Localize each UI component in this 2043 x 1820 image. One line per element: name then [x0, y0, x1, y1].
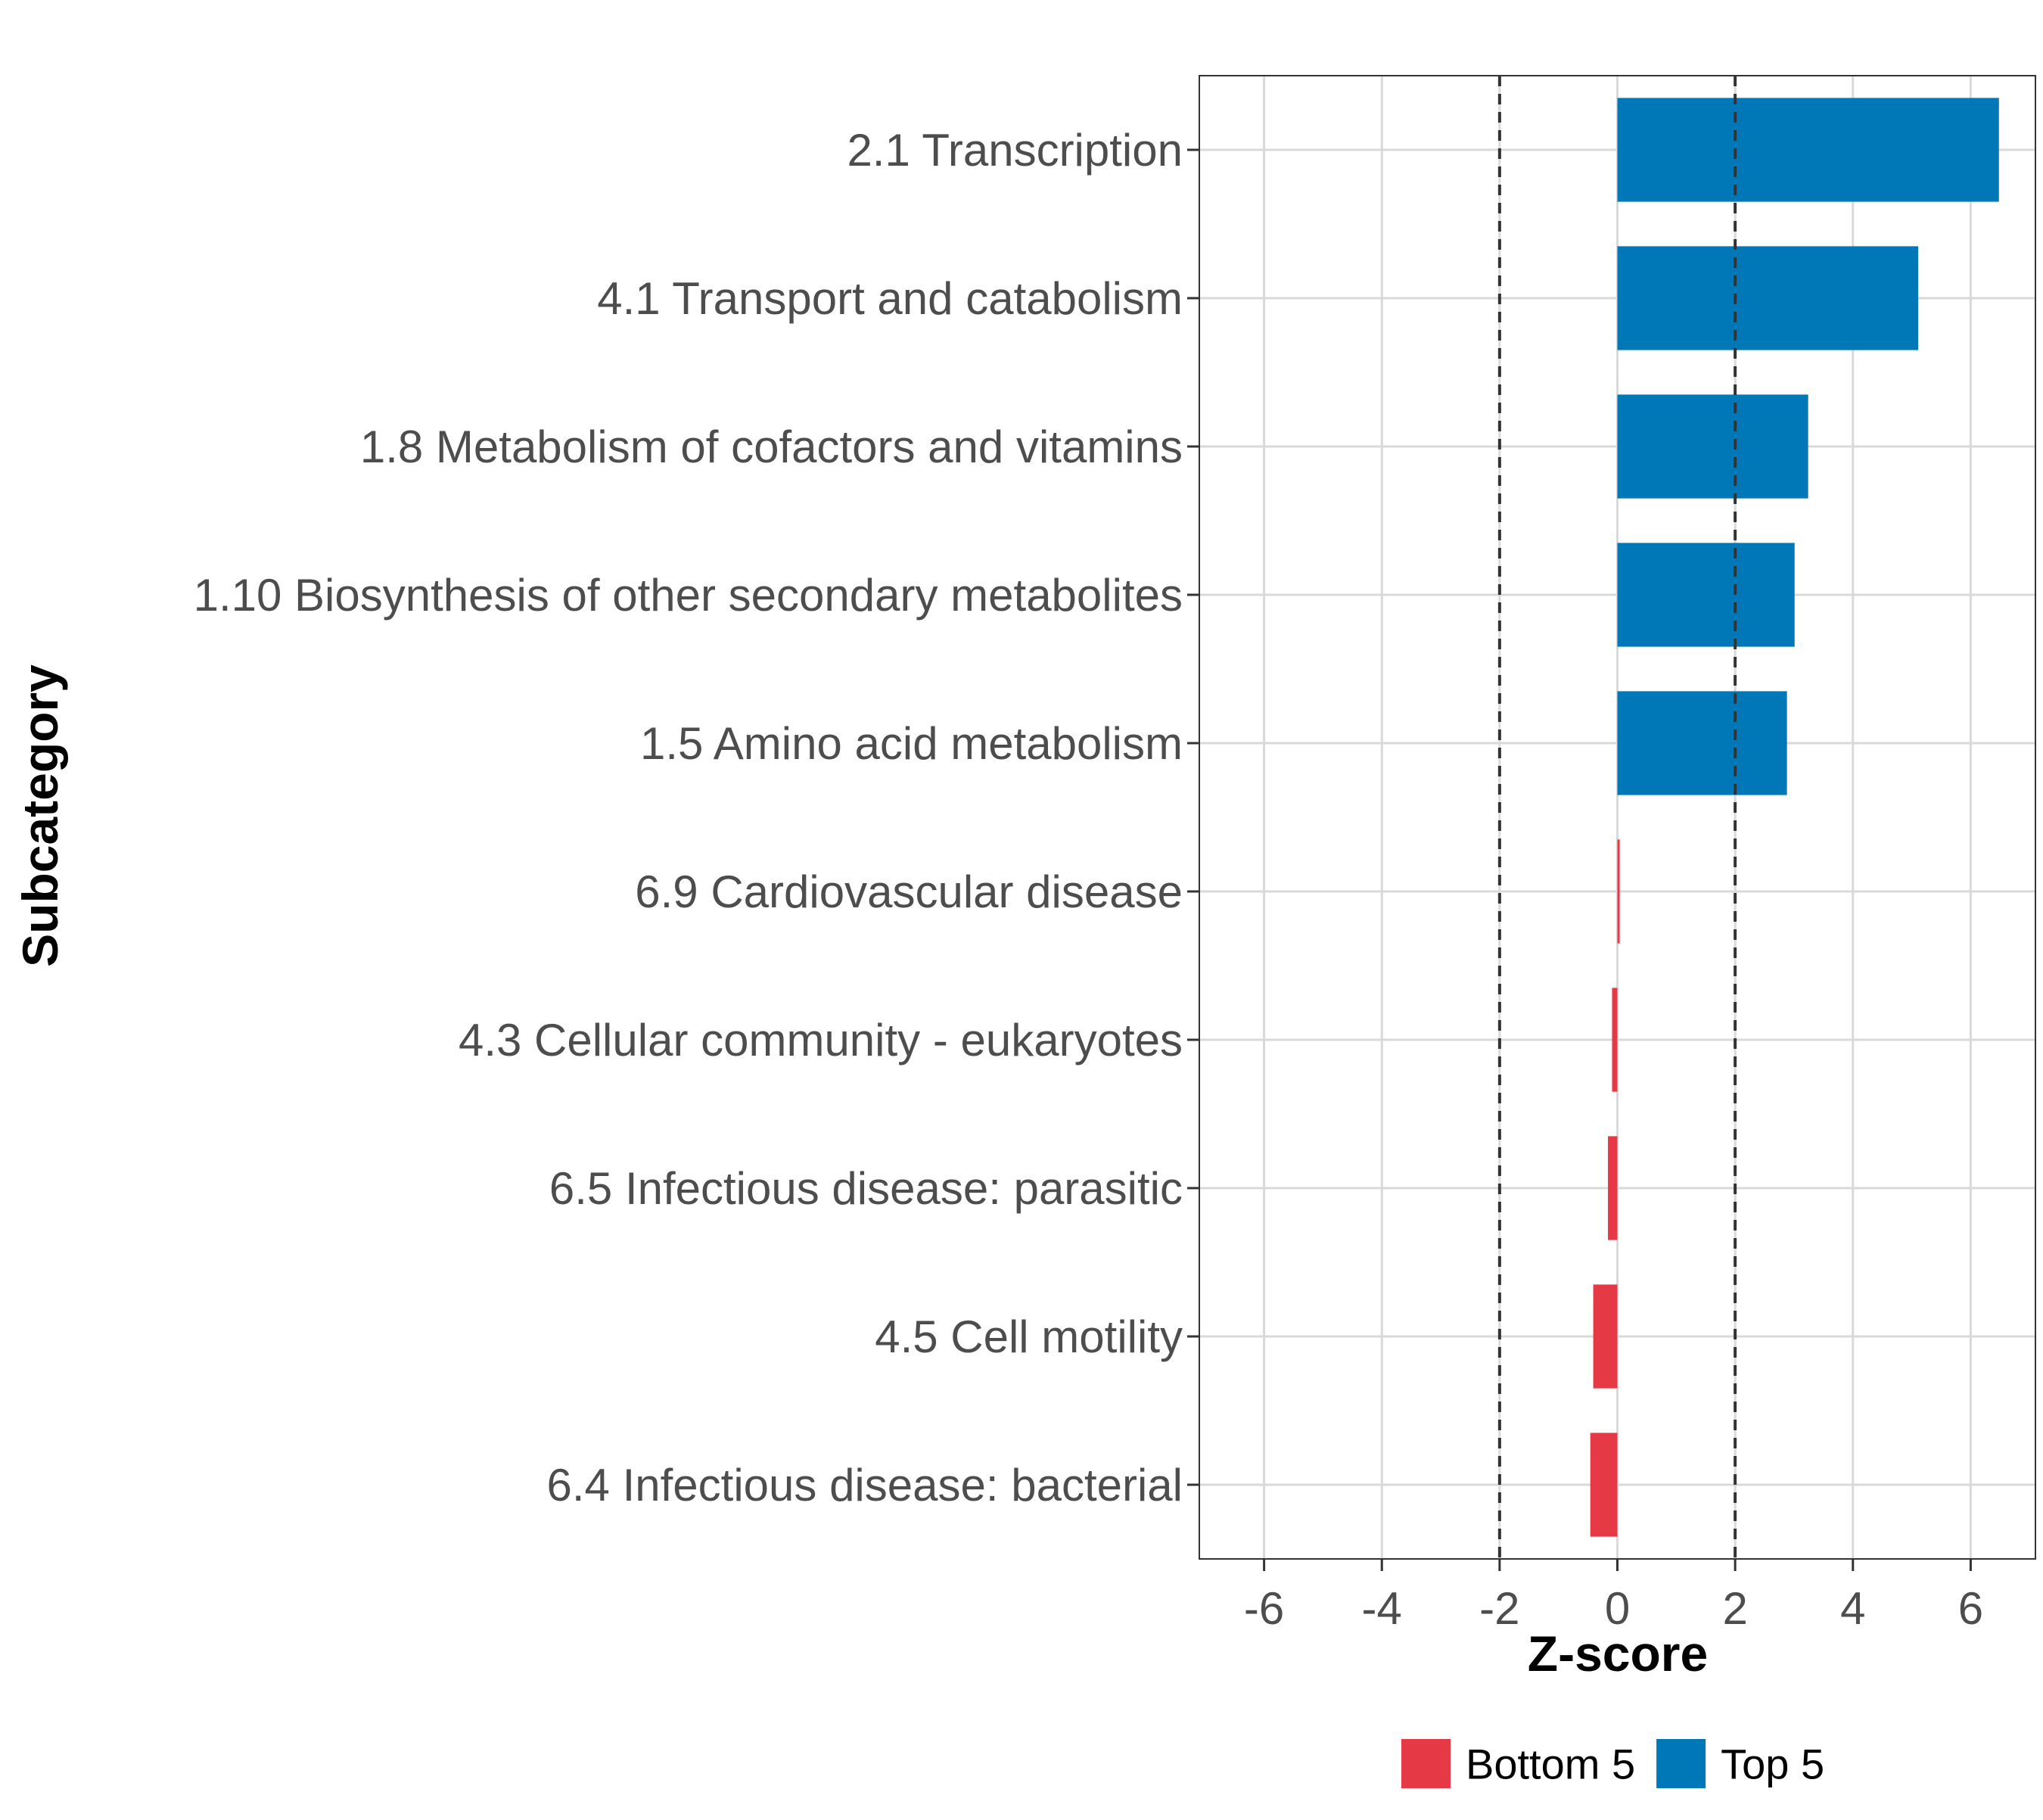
bar	[1617, 246, 1919, 350]
y-tick-label: 6.4 Infectious disease: bacterial	[547, 1460, 1183, 1510]
legend-swatch	[1401, 1739, 1451, 1788]
y-tick-label: 1.8 Metabolism of cofactors and vitamins	[360, 422, 1183, 472]
y-tick-label: 1.10 Biosynthesis of other secondary met…	[194, 570, 1183, 621]
bar	[1617, 394, 1808, 499]
bar	[1612, 988, 1618, 1092]
bars	[1590, 98, 1999, 1537]
y-tick-label: 4.5 Cell motility	[875, 1311, 1183, 1362]
reference-lines	[1497, 76, 1737, 1559]
x-tick-label: -6	[1244, 1583, 1284, 1634]
y-axis-title: Subcategory	[12, 664, 68, 967]
legend-swatch	[1656, 1739, 1706, 1788]
x-axis: -6 -4 -2 0 2 4 6	[1244, 1559, 1983, 1634]
bar	[1593, 1284, 1618, 1389]
x-tick-label: 0	[1605, 1583, 1630, 1634]
bar	[1617, 839, 1620, 944]
x-tick-label: 4	[1840, 1583, 1865, 1634]
x-tick-label: -4	[1362, 1583, 1402, 1634]
y-tick-label: 4.1 Transport and catabolism	[597, 273, 1183, 324]
bar	[1608, 1136, 1618, 1240]
legend-label: Bottom 5	[1466, 1741, 1635, 1788]
y-axis: 2.1 Transcription 4.1 Transport and catab…	[194, 125, 1199, 1510]
legend-label: Top 5	[1721, 1741, 1824, 1788]
y-tick-label: 1.5 Amino acid metabolism	[640, 718, 1183, 769]
bar	[1590, 1433, 1618, 1537]
x-tick-label: 2	[1722, 1583, 1747, 1634]
x-tick-label: -2	[1479, 1583, 1519, 1634]
bar	[1617, 98, 1999, 202]
legend: Bottom 5 Top 5	[1401, 1739, 1824, 1788]
bar	[1617, 543, 1795, 647]
x-tick-label: 6	[1958, 1583, 1983, 1634]
y-tick-label: 6.9 Cardiovascular disease	[635, 866, 1183, 917]
y-tick-label: 6.5 Infectious disease: parasitic	[549, 1163, 1183, 1214]
bar	[1617, 691, 1787, 795]
x-axis-title: Z-score	[1528, 1626, 1708, 1682]
y-tick-label: 2.1 Transcription	[847, 125, 1183, 176]
y-tick-label: 4.3 Cellular community - eukaryotes	[459, 1015, 1183, 1066]
